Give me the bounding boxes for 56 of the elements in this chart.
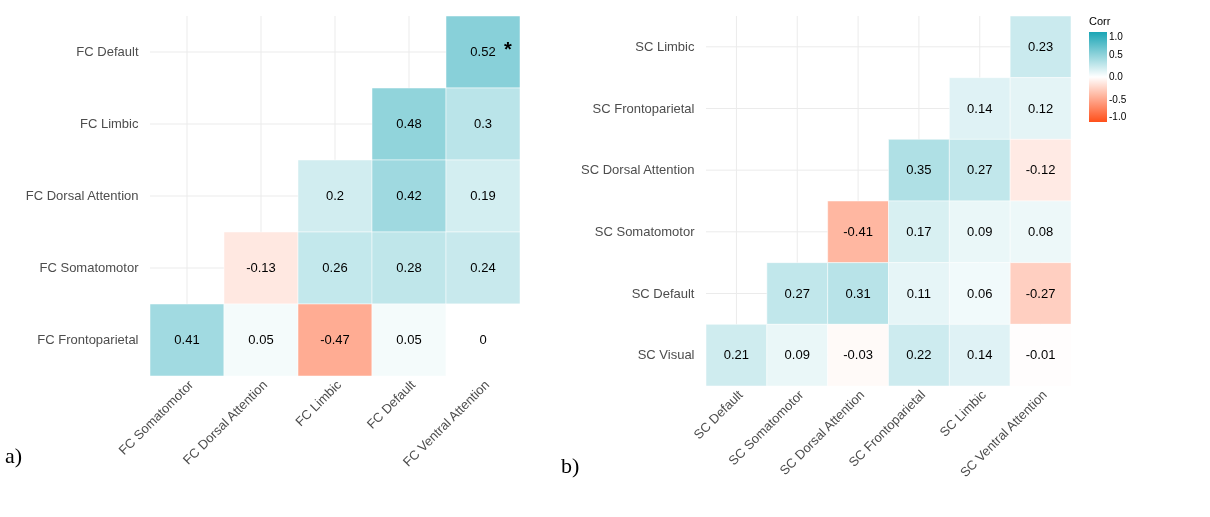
data-label: 0.22	[906, 347, 932, 363]
data-label: 0.06	[967, 285, 993, 301]
color-bar-label: -1.0	[1109, 111, 1127, 122]
y-tick-label: FC Dorsal Attention	[25, 188, 139, 203]
data-label: 0.19	[470, 188, 496, 203]
annotation: *	[504, 38, 513, 60]
data-label: 0.14	[967, 347, 993, 363]
data-label: -0.01	[1025, 347, 1056, 363]
data-label: 0.52	[470, 44, 496, 59]
y-tick-label: FC Limbic	[79, 116, 139, 131]
data-label: -0.47	[320, 332, 350, 347]
color-bar-label: 0.0	[1109, 71, 1124, 82]
color-bar-label: 0.5	[1109, 48, 1124, 60]
data-label: 0.08	[1027, 223, 1054, 239]
y-tick-label: FC Somatomotor	[39, 260, 140, 275]
y-tick-label: SC Limbic	[635, 38, 695, 54]
y-tick-label: FC Default	[76, 44, 139, 59]
data-label: 0.35	[906, 162, 932, 178]
data-label: 0.31	[845, 285, 871, 301]
data-label: 0.05	[396, 332, 422, 347]
data-label: -0.27	[1025, 285, 1056, 301]
data-label: -0.13	[246, 260, 276, 275]
data-label: 0.27	[784, 285, 810, 301]
data-label: 0.12	[1027, 100, 1054, 116]
data-label: -0.03	[843, 347, 873, 363]
data-label: 0.23	[1027, 38, 1054, 54]
text: b)	[561, 453, 580, 478]
color-bar-label: -0.5	[1109, 93, 1127, 105]
color-bar-title: Corr	[1089, 15, 1111, 27]
data-label: 0.21	[723, 347, 750, 363]
data-label: 0.17	[906, 223, 932, 239]
data-label: 0.48	[396, 116, 422, 131]
y-tick-label: SC Frontoparietal	[592, 100, 695, 116]
y-tick-label: SC Visual	[637, 347, 695, 363]
data-label: 0.3	[473, 116, 493, 131]
data-label: 0.24	[470, 260, 496, 275]
y-tick-label: SC Dorsal Attention	[581, 162, 695, 178]
data-label: 0.09	[967, 223, 993, 239]
data-label: 0	[479, 332, 487, 347]
y-tick-label: SC Somatomotor	[594, 223, 696, 239]
data-label: -0.41	[843, 223, 873, 239]
data-label: 0.27	[967, 162, 993, 178]
y-tick-label: SC Default	[631, 285, 695, 301]
data-label: -0.12	[1025, 162, 1056, 178]
data-label: 0.42	[396, 188, 422, 203]
text: a)	[5, 443, 23, 468]
y-tick-label: FC Frontoparietal	[37, 332, 139, 347]
data-label: 0.28	[396, 260, 422, 275]
data-label: 0.14	[967, 100, 993, 116]
data-label: 0.09	[784, 347, 810, 363]
data-label: 0.11	[906, 285, 932, 301]
data-label: 0.05	[248, 332, 274, 347]
data-label: 0.26	[322, 260, 348, 275]
color-bar-label: 1.0	[1109, 31, 1124, 42]
data-label: 0.2	[325, 188, 345, 203]
data-label: 0.41	[174, 332, 200, 347]
